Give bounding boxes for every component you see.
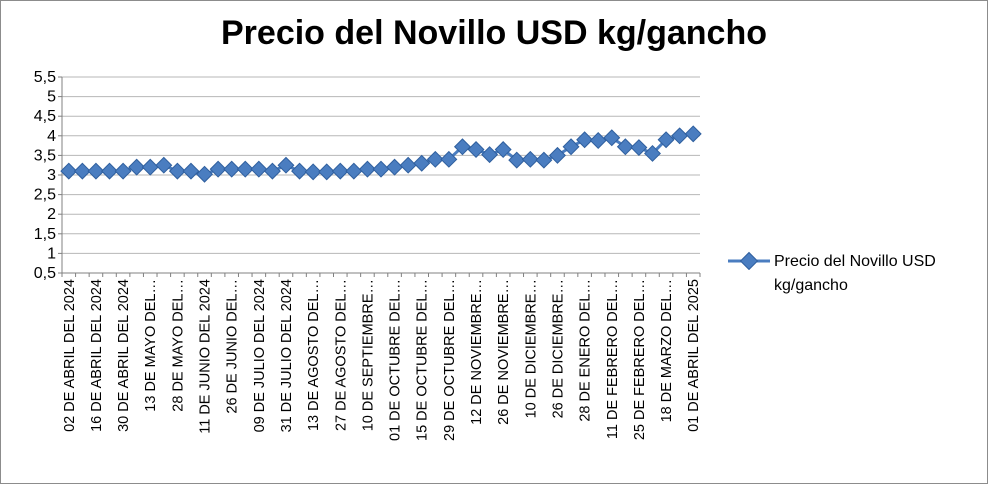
- y-tick-label: 1: [47, 245, 56, 262]
- data-point: [304, 163, 322, 181]
- data-point: [155, 156, 173, 174]
- data-point: [644, 144, 661, 162]
- data-point: [684, 125, 702, 143]
- x-tick-label: 15 DE OCTUBRE DEL…: [415, 279, 431, 441]
- data-point: [236, 160, 254, 178]
- y-tick-label: 4,5: [34, 108, 56, 125]
- data-point: [209, 160, 227, 178]
- y-tick-label: 2: [47, 206, 56, 223]
- data-point: [616, 138, 634, 156]
- x-tick-label: 11 DE JUNIO DEL 2024: [198, 279, 214, 434]
- y-tick-label: 0,5: [34, 265, 56, 282]
- data-point: [413, 154, 431, 172]
- axes: [61, 77, 701, 277]
- x-tick-label: 13 DE MAYO DEL…: [143, 279, 159, 412]
- data-point: [386, 158, 404, 176]
- legend-label: Precio del Novillo USD kg/gancho: [774, 253, 936, 294]
- x-tick-label: 13 DE AGOSTO DEL…: [306, 279, 322, 431]
- x-tick-label: 10 DE SEPTIEMBRE…: [360, 279, 376, 431]
- data-point: [535, 151, 553, 169]
- data-point: [481, 146, 499, 164]
- x-tick-label: 26 DE JUNIO DEL…: [225, 279, 241, 414]
- x-tick-label: 01 DE OCTUBRE DEL…: [388, 279, 404, 441]
- x-tick-label: 26 DE DICIEMBRE…: [550, 279, 566, 418]
- data-point: [426, 150, 444, 168]
- data-point: [141, 158, 159, 176]
- y-tick-label: 1,5: [34, 226, 56, 243]
- y-tick-label: 2,5: [34, 187, 56, 204]
- x-tick-label: 11 DE FEBRERO DEL…: [605, 279, 621, 439]
- y-tick-label: 3,5: [34, 147, 56, 164]
- series-markers: [60, 125, 702, 183]
- data-point: [548, 146, 566, 164]
- y-tick-label: 5: [47, 89, 56, 106]
- data-point: [630, 139, 648, 157]
- data-point: [87, 162, 105, 180]
- data-point: [168, 162, 186, 180]
- data-point: [603, 129, 621, 147]
- data-point: [345, 162, 363, 180]
- legend-marker-icon: [728, 251, 770, 270]
- data-point: [331, 162, 349, 180]
- data-point: [372, 160, 390, 178]
- data-point: [291, 162, 309, 180]
- chart-title: Precio del Novillo USD kg/gancho: [221, 14, 767, 52]
- y-tick-labels: 0,5 1 1,5 2 2,5 3 3,5 4 4,5 5 5,5: [34, 69, 62, 282]
- data-point: [277, 156, 295, 174]
- data-point: [196, 165, 214, 183]
- data-point: [562, 138, 580, 156]
- data-point: [182, 162, 200, 180]
- data-point: [508, 151, 526, 169]
- data-point: [263, 162, 281, 180]
- x-tick-label: 30 DE ABRIL DEL 2024: [116, 279, 132, 432]
- x-tick-label: 26 DE NOVIEMBRE…: [496, 279, 512, 425]
- data-point: [657, 131, 675, 149]
- x-tick-label: 27 DE AGOSTO DEL…: [333, 279, 349, 431]
- x-tick-label: 29 DE OCTUBRE DEL…: [442, 279, 458, 441]
- y-tick-label: 5,5: [34, 69, 56, 86]
- x-tick-label: 02 DE ABRIL DEL 2024: [62, 279, 78, 432]
- x-tick-label: 09 DE JULIO DEL 2024: [252, 279, 268, 432]
- x-tick-label: 16 DE ABRIL DEL 2024: [89, 279, 105, 432]
- data-point: [114, 162, 132, 180]
- data-point: [589, 132, 607, 149]
- data-point: [223, 160, 241, 178]
- y-tick-label: 4: [47, 128, 56, 145]
- data-point: [60, 162, 78, 180]
- data-point: [318, 163, 336, 181]
- data-point: [494, 141, 512, 159]
- x-tick-label: 25 DE FEBRERO DEL…: [632, 279, 648, 440]
- x-tick-label: 01 DE ABRIL DEL 2025: [686, 279, 702, 432]
- x-tick-labels: 02 DE ABRIL DEL 2024 16 DE ABRIL DEL 2024…: [62, 279, 702, 441]
- data-point: [128, 158, 146, 176]
- x-tick-label: 18 DE MARZO DEL…: [659, 279, 675, 422]
- x-tick-label: 31 DE JULIO DEL 2024: [279, 279, 295, 432]
- data-point: [453, 138, 471, 156]
- data-point: [440, 150, 458, 168]
- x-tick-label: 12 DE NOVIEMBRE…: [469, 279, 485, 425]
- x-tick-label: 28 DE ENERO DEL…: [578, 279, 594, 422]
- data-point: [576, 131, 594, 149]
- gridlines: [62, 76, 700, 254]
- data-point: [399, 156, 417, 174]
- data-point: [467, 141, 485, 159]
- data-point: [358, 160, 376, 178]
- x-tick-label: 28 DE MAYO DEL…: [170, 279, 186, 412]
- x-tick-label: 10 DE DICIEMBRE…: [523, 279, 539, 418]
- data-point: [250, 160, 268, 178]
- data-point: [73, 162, 91, 180]
- y-tick-label: 3: [47, 167, 56, 184]
- data-point: [101, 162, 118, 180]
- data-point: [671, 127, 689, 145]
- data-point: [521, 150, 539, 168]
